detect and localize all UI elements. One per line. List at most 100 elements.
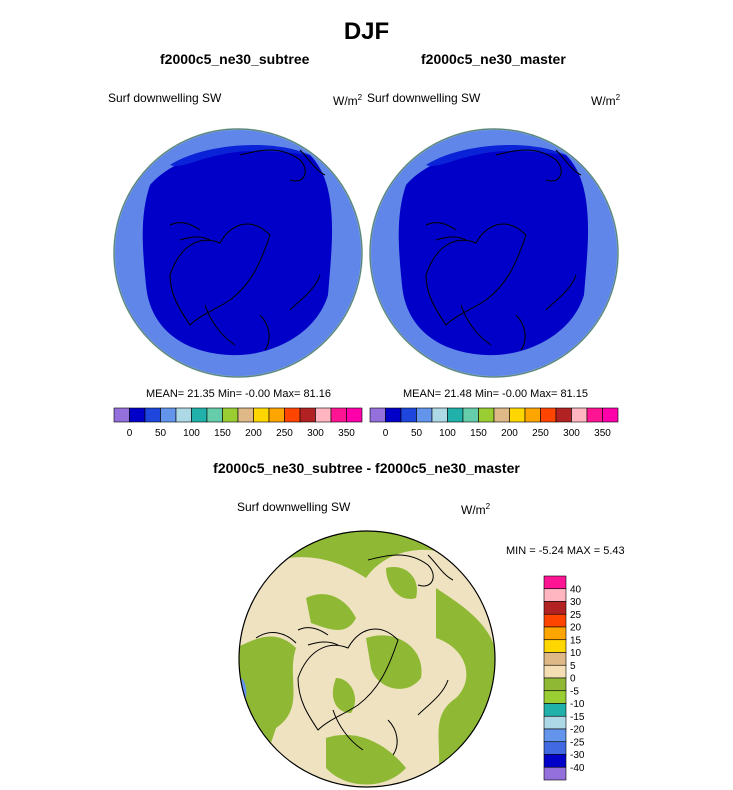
diff-colorbar-swatch <box>543 766 567 781</box>
panel2-units: W/m2 <box>591 93 621 108</box>
panel2-title: f2000c5_ne30_master <box>421 51 566 67</box>
diff-colorbar-tick-label: 0 <box>570 674 576 685</box>
diff-colorbar-tick-label: -25 <box>570 737 585 748</box>
diff-colorbar-swatch <box>543 626 567 641</box>
panel1-colorbar-swatch <box>284 407 301 423</box>
panel1-colorbar-swatch <box>237 407 254 423</box>
panel2-stats: MEAN= 21.48 Min= -0.00 Max= 81.15 <box>403 388 588 400</box>
diff-colorbar-swatch <box>543 601 567 615</box>
panel2-colorbar-tick-label: 200 <box>501 428 518 439</box>
diff-map <box>238 530 496 788</box>
diff-colorbar-swatch <box>543 652 567 666</box>
panel2-colorbar-tick-label: 50 <box>411 428 423 439</box>
panel1-colorbar-tick-label: 300 <box>307 428 324 439</box>
panel2-map <box>369 128 619 378</box>
panel1-colorbar-tick-label: 150 <box>214 428 231 439</box>
diff-colorbar-tick-label: 25 <box>570 610 582 621</box>
panel1-colorbar-tick-label: 50 <box>155 428 167 439</box>
diff-colorbar-swatch <box>543 690 567 704</box>
panel1-coastlines <box>169 149 326 351</box>
panel1-map <box>113 128 363 378</box>
panel2-colorbar-swatch <box>385 407 402 423</box>
panel1-deep-region <box>142 146 333 356</box>
diff-colorbar-tick-label: 10 <box>570 648 582 659</box>
panel1-colorbar-swatch <box>299 407 316 423</box>
panel2-deep-region <box>398 146 589 356</box>
panel1-colorbar-tick-label: 0 <box>127 428 133 439</box>
panel1-colorbar-swatch <box>315 407 332 423</box>
panel1-title: f2000c5_ne30_subtree <box>160 51 310 67</box>
panel1-colorbar-swatch <box>113 407 130 423</box>
diff-colorbar-swatch <box>543 715 567 730</box>
panel2-colorbar-tick-label: 300 <box>563 428 580 439</box>
panel1-colorbar-swatch <box>144 407 161 423</box>
panel1-colorbar-swatch <box>160 407 177 423</box>
panel2-colorbar: 0 50 100 150 200 250 300 350 <box>369 407 619 439</box>
panel2-colorbar-tick-label: 0 <box>383 428 389 439</box>
panel2-colorbar-swatch <box>462 407 479 423</box>
panel2-colorbar-swatch <box>571 407 588 423</box>
diff-colorbar-tick-label: -20 <box>570 725 585 736</box>
diff-colorbar-tick-label: 40 <box>570 584 582 595</box>
diff-colorbar-tick-label: 30 <box>570 597 582 608</box>
panel1-variable: Surf downwelling SW <box>108 91 222 105</box>
diff-colorbar-swatch <box>543 677 567 692</box>
panel1-colorbar: 0 50 100 150 200 250 300 350 <box>113 407 363 439</box>
diff-colorbar-tick-label: -40 <box>570 763 585 774</box>
panel2-colorbar-tick-label: 100 <box>439 428 456 439</box>
diff-variable: Surf downwelling SW <box>237 500 351 514</box>
panel1-colorbar-swatch <box>346 407 363 423</box>
panel2-colorbar-swatch <box>555 407 572 423</box>
panel1-colorbar-swatch <box>253 407 270 423</box>
panel1-colorbar-swatch <box>191 407 208 423</box>
page-title: DJF <box>343 18 390 45</box>
panel1-colorbar-swatch <box>268 407 285 423</box>
panel1-colorbar-swatch <box>175 407 192 423</box>
diff-colorbar-swatch <box>543 728 567 743</box>
panel2-variable: Surf downwelling SW <box>367 91 481 105</box>
diff-title: f2000c5_ne30_subtree - f2000c5_ne30_mast… <box>213 460 520 476</box>
panel2-colorbar-swatch <box>478 407 495 423</box>
panel1-units: W/m2 <box>333 93 363 108</box>
panel2-colorbar-swatch <box>431 407 448 423</box>
diff-colorbar-tick-label: 5 <box>570 661 576 672</box>
diff-colorbar-swatch <box>543 639 567 653</box>
diff-colorbar-swatch <box>543 754 567 768</box>
panel1-colorbar-tick-label: 350 <box>338 428 355 439</box>
panel1-colorbar-tick-label: 250 <box>276 428 293 439</box>
panel2-colorbar-swatch <box>493 407 510 423</box>
panel1-colorbar-tick-label: 200 <box>245 428 262 439</box>
panel2-colorbar-swatch <box>602 407 619 423</box>
diff-coastlines <box>255 554 454 756</box>
diff-colorbar-swatch <box>543 575 567 590</box>
diff-colorbar-swatch <box>543 588 567 602</box>
panel2-colorbar-swatch <box>447 407 464 423</box>
panel2-colorbar-tick-label: 350 <box>594 428 611 439</box>
panel1-colorbar-swatch <box>222 407 239 423</box>
panel2-colorbar-tick-label: 150 <box>470 428 487 439</box>
diff-colorbar-tick-label: -15 <box>570 712 585 723</box>
diff-units: W/m2 <box>461 502 491 517</box>
panel1-colorbar-tick-label: 100 <box>183 428 200 439</box>
panel2-coastlines <box>425 149 582 351</box>
panel2-colorbar-swatch <box>509 407 526 423</box>
diff-colorbar-swatch <box>543 703 567 717</box>
diff-stats: MIN = -5.24 MAX = 5.43 <box>506 545 625 557</box>
diff-colorbar-tick-label: -10 <box>570 699 585 710</box>
panel1-colorbar-swatch <box>129 407 146 423</box>
diff-colorbar-tick-label: -5 <box>570 686 579 697</box>
diff-colorbar-tick-label: -30 <box>570 750 585 761</box>
diff-colorbar-swatch <box>543 664 567 679</box>
panel2-colorbar-swatch <box>369 407 386 423</box>
panel1-colorbar-swatch <box>330 407 347 423</box>
diff-colorbar-swatch <box>543 613 567 628</box>
panel2-colorbar-swatch <box>400 407 417 423</box>
panel2-colorbar-swatch <box>416 407 433 423</box>
panel1-colorbar-swatch <box>206 407 223 423</box>
panel2-colorbar-swatch <box>524 407 541 423</box>
panel2-colorbar-swatch <box>540 407 557 423</box>
panel1-stats: MEAN= 21.35 Min= -0.00 Max= 81.16 <box>146 388 331 400</box>
diff-colorbar-tick-label: 20 <box>570 623 582 634</box>
panel2-colorbar-swatch <box>586 407 603 423</box>
